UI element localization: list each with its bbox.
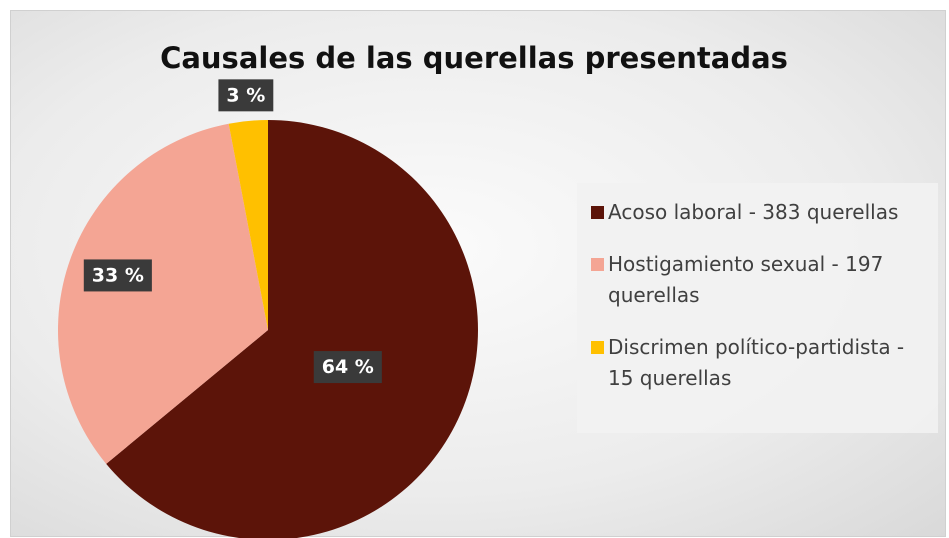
data-label-text: 3 % <box>226 84 265 106</box>
pie-slice <box>228 120 268 330</box>
data-label: 64 % <box>313 351 382 384</box>
pie-slice <box>57 123 268 464</box>
legend-entry: Discrimen político-partidista - 15 quere… <box>591 332 928 394</box>
legend-entry: Acoso laboral - 383 querellas <box>591 197 928 228</box>
legend-swatch <box>591 341 604 354</box>
data-label: 33 % <box>83 259 152 292</box>
legend-label: Hostigamiento sexual - 197 querellas <box>608 252 884 307</box>
data-label-text: 64 % <box>322 356 374 378</box>
pie-slice <box>106 120 478 538</box>
legend: Acoso laboral - 383 querellas Hostigamien… <box>577 183 938 433</box>
data-label-text: 33 % <box>92 264 144 286</box>
legend-label: Acoso laboral - 383 querellas <box>608 200 899 224</box>
legend-swatch <box>591 206 604 219</box>
data-label-box <box>218 79 274 112</box>
legend-entry: Hostigamiento sexual - 197 querellas <box>591 249 928 311</box>
data-label: 3 % <box>218 79 274 112</box>
legend-label: Discrimen político-partidista - 15 quere… <box>608 335 905 390</box>
legend-swatch <box>591 258 604 271</box>
chart-title: Causales de las querellas presentadas <box>160 41 788 75</box>
data-label-box <box>83 259 152 292</box>
data-label-box <box>313 351 382 384</box>
